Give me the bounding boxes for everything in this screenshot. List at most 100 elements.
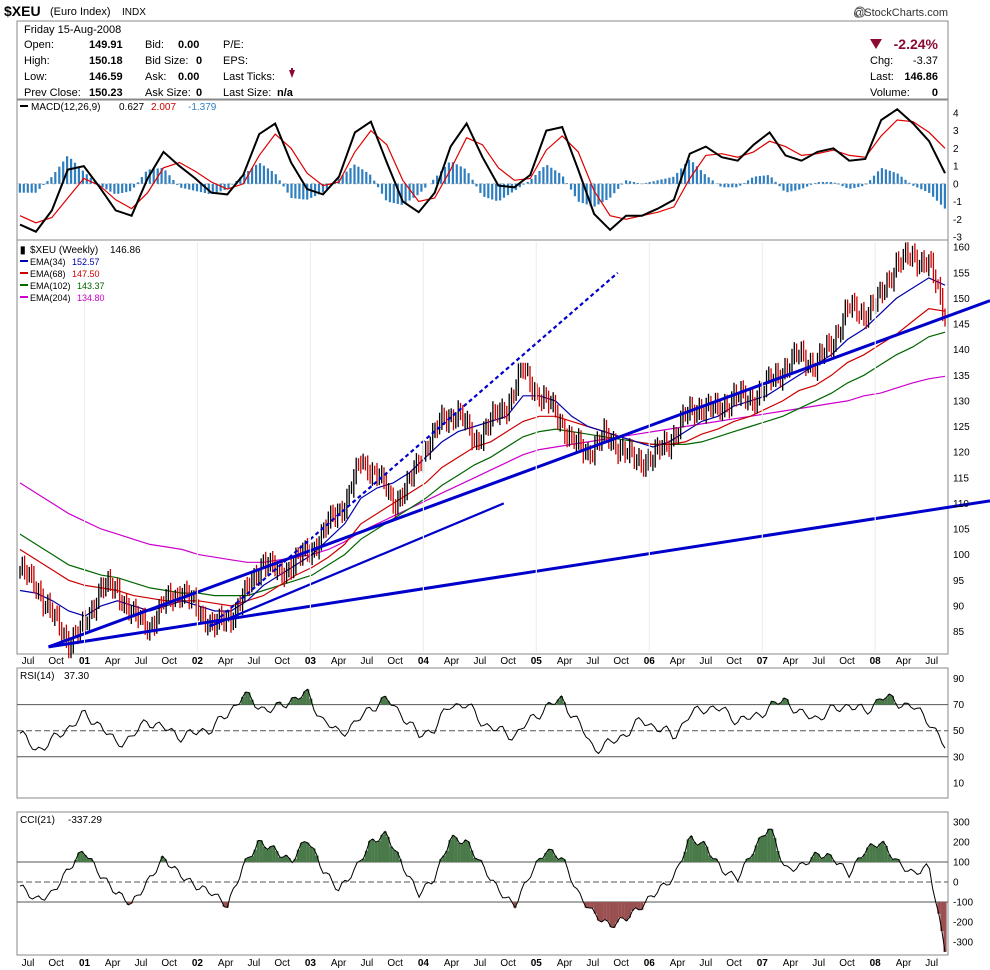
macd-histogram-bar bbox=[443, 166, 447, 184]
macd-histogram-bar bbox=[758, 176, 761, 184]
high-value: 150.18 bbox=[89, 55, 123, 67]
bottom-x-label: 05 bbox=[531, 958, 543, 969]
macd-hist-value: -1.379 bbox=[188, 102, 217, 113]
macd-histogram-bar bbox=[565, 183, 569, 184]
macd-histogram-bar bbox=[101, 183, 104, 188]
cci-bull-fill bbox=[866, 847, 870, 862]
last-label: Last: bbox=[870, 71, 894, 83]
rsi-overbought-fill bbox=[296, 699, 300, 705]
rsi-overbought-fill bbox=[293, 697, 297, 705]
cci-bull-fill bbox=[265, 849, 270, 862]
ask-size-label: Ask Size: bbox=[145, 87, 191, 99]
macd-histogram-bar bbox=[294, 183, 297, 199]
macd-histogram-bar bbox=[30, 183, 33, 193]
macd-histogram-bar bbox=[302, 183, 305, 200]
date: Friday 15-Aug-2008 bbox=[24, 24, 121, 36]
cci-bull-fill bbox=[296, 849, 300, 862]
eps-label: EPS: bbox=[223, 55, 248, 67]
price-x-label: Apr bbox=[444, 656, 460, 667]
cci-bull-fill bbox=[692, 841, 696, 862]
cci-bear-fill bbox=[615, 902, 619, 923]
macd-histogram-bar bbox=[129, 183, 132, 192]
macd-histogram-bar bbox=[38, 183, 41, 189]
cci-bull-fill bbox=[463, 839, 468, 862]
macd-histogram-bar bbox=[542, 167, 545, 184]
macd-histogram-bar bbox=[231, 183, 234, 185]
macd-histogram-bar bbox=[687, 159, 691, 184]
macd-histogram-bar bbox=[195, 183, 199, 192]
macd-histogram-bar bbox=[357, 166, 360, 184]
pe-label: P/E: bbox=[223, 39, 244, 51]
price-tick-label: 95 bbox=[953, 576, 965, 587]
rsi-overbought-fill bbox=[306, 689, 310, 705]
cci-bull-fill bbox=[760, 836, 765, 862]
macd-histogram-bar bbox=[904, 179, 907, 184]
macd-signal-line bbox=[19, 119, 946, 224]
price-x-label: 08 bbox=[870, 656, 882, 667]
price-tick-label: 125 bbox=[953, 422, 970, 433]
macd-histogram-bar bbox=[892, 172, 895, 184]
macd-histogram-bar bbox=[810, 183, 813, 185]
macd-histogram-bar bbox=[798, 183, 801, 190]
price-legend-label: $XEU (Weekly) bbox=[30, 245, 98, 256]
prev-close-value: 150.23 bbox=[89, 87, 123, 99]
cci-bull-fill bbox=[869, 843, 873, 862]
cci-bull-fill bbox=[256, 840, 260, 862]
cci-bull-fill bbox=[361, 858, 365, 862]
macd-histogram-bar bbox=[837, 183, 840, 185]
cci-bull-fill bbox=[757, 837, 761, 862]
high-label: High: bbox=[24, 55, 50, 67]
rsi-overbought-fill bbox=[309, 698, 313, 705]
macd-histogram-bar bbox=[184, 183, 187, 189]
rsi-overbought-fill bbox=[241, 696, 245, 705]
macd-histogram-bar bbox=[621, 183, 624, 185]
macd-histogram-bar bbox=[613, 183, 616, 194]
macd-histogram-bar bbox=[782, 183, 785, 191]
macd-histogram-bar bbox=[861, 183, 864, 187]
cci-bull-fill bbox=[887, 854, 891, 862]
macd-histogram-bar bbox=[601, 183, 604, 203]
cci-bull-fill bbox=[383, 831, 387, 862]
price-tick-label: 130 bbox=[953, 396, 970, 407]
macd-histogram-bar bbox=[22, 183, 25, 193]
macd-histogram-bar bbox=[636, 182, 639, 184]
macd-histogram-bar bbox=[306, 183, 309, 200]
price-tick-label: 105 bbox=[953, 525, 970, 536]
price-legend: ▮ $XEU (Weekly) 146.86 EMA(34) 152.57 EM… bbox=[20, 245, 141, 303]
cci-bull-fill bbox=[470, 850, 474, 862]
price-tick-label: 140 bbox=[953, 345, 970, 356]
rsi-legend: RSI(14) 37.30 bbox=[20, 671, 89, 682]
cci-bear-fill bbox=[618, 902, 622, 918]
cci-legend-value: -337.29 bbox=[68, 815, 102, 826]
ask-value: 0.00 bbox=[178, 71, 199, 83]
macd-histogram-bar bbox=[440, 171, 443, 184]
symbol[interactable]: $XEU bbox=[4, 3, 41, 19]
macd-histogram-bar bbox=[349, 168, 352, 184]
macd-histogram-bar bbox=[924, 183, 927, 191]
copyright[interactable]: @StockCharts.com bbox=[853, 7, 948, 19]
macd-histogram-bar bbox=[750, 177, 754, 184]
cci-bull-fill bbox=[819, 858, 823, 862]
cci-bull-fill bbox=[714, 858, 718, 862]
cci-bull-fill bbox=[686, 839, 690, 862]
cci-bull-fill bbox=[699, 843, 703, 862]
macd-legend-label: MACD(12,26,9) bbox=[31, 102, 100, 113]
macd-histogram-bar bbox=[754, 176, 758, 184]
macd-histogram-bar bbox=[821, 182, 824, 184]
cci-bull-fill bbox=[451, 835, 455, 862]
ema102-line bbox=[19, 331, 946, 597]
macd-histogram-bar bbox=[172, 180, 175, 184]
macd-histogram-bar bbox=[869, 180, 872, 184]
bottom-x-label: 03 bbox=[305, 958, 317, 969]
cci-bull-fill bbox=[881, 841, 885, 862]
macd-histogram-bar bbox=[876, 171, 880, 184]
bottom-x-label: Apr bbox=[670, 958, 686, 969]
bottom-x-label: Jul bbox=[135, 958, 148, 969]
chg-value: -3.37 bbox=[913, 55, 938, 67]
macd-histogram-bar bbox=[290, 183, 293, 198]
macd-histogram-bar bbox=[255, 164, 258, 184]
price-x-label: Jul bbox=[586, 656, 599, 667]
macd-histogram-bar bbox=[451, 162, 454, 184]
rsi-tick-label: 90 bbox=[953, 674, 965, 685]
